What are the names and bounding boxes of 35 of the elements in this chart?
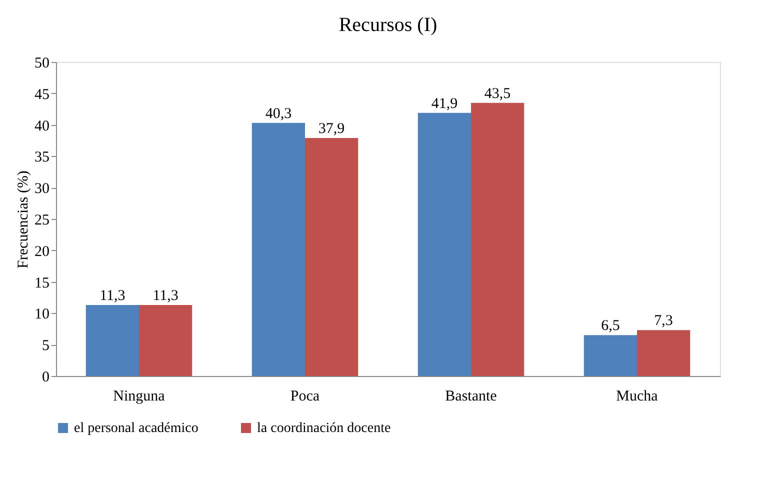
y-tick-label: 35 — [34, 150, 50, 166]
data-label: 41,9 — [431, 96, 458, 112]
y-tick-label: 45 — [34, 86, 50, 103]
data-label: 6,5 — [601, 318, 620, 334]
y-tick-label: 30 — [34, 181, 50, 198]
bar — [471, 102, 524, 376]
data-label: 43,5 — [484, 86, 511, 102]
x-tick-label: Ninguna — [113, 388, 166, 404]
data-label: 40,3 — [265, 106, 292, 122]
x-tick-label: Mucha — [616, 388, 658, 404]
data-label: 7,3 — [654, 313, 673, 330]
data-label: 37,9 — [318, 120, 345, 137]
data-label: 11,3 — [152, 288, 178, 304]
x-tick-label: Poca — [290, 388, 320, 404]
y-tick-label: 20 — [34, 244, 50, 260]
data-label: 11,3 — [100, 288, 126, 304]
legend-label: el personal académico — [74, 421, 198, 436]
y-tick-label: 50 — [34, 56, 50, 72]
chart-title: Recursos (I) — [338, 14, 438, 36]
bar — [584, 335, 637, 376]
y-tick-label: 5 — [42, 338, 50, 354]
bar — [637, 330, 690, 376]
bar — [86, 305, 139, 376]
x-tick-label: Bastante — [445, 388, 498, 404]
bar — [418, 112, 471, 376]
y-tick-label: 25 — [34, 212, 50, 228]
y-tick-label: 15 — [34, 275, 50, 292]
y-tick-label: 40 — [34, 118, 50, 134]
legend-label: la coordinación docente — [257, 421, 391, 436]
y-axis-title: Frecuencias (%) — [16, 170, 32, 268]
bar — [252, 122, 305, 376]
bar — [139, 305, 192, 376]
y-tick-label: 10 — [34, 306, 50, 323]
bar — [305, 138, 358, 376]
y-tick-label: 0 — [42, 370, 50, 386]
